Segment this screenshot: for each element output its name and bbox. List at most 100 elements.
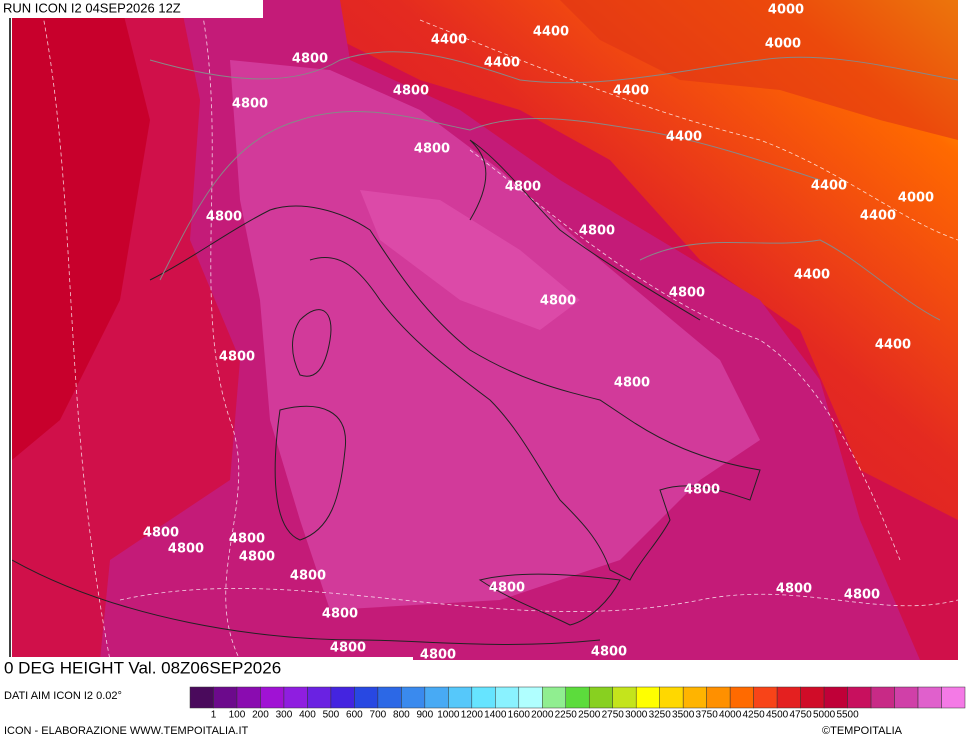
- contour-label: 4800: [684, 483, 720, 498]
- footer-left: ICON - ELABORAZIONE WWW.TEMPOITALIA.IT: [4, 725, 249, 737]
- isoline: [419, 19, 958, 241]
- contour-label: 4800: [505, 180, 541, 195]
- contour-label: 4400: [860, 209, 896, 224]
- contour-label: 4400: [794, 268, 830, 283]
- isoline: [199, 0, 241, 660]
- colorbar-swatch: [377, 686, 402, 709]
- field-orange: [560, 0, 958, 140]
- contour-label: 4400: [811, 179, 847, 194]
- colorbar-swatch: [542, 686, 567, 709]
- contour-label: 4400: [666, 130, 702, 145]
- isoline: [469, 149, 901, 561]
- contour-label: 4400: [533, 25, 569, 40]
- coastline: [12, 559, 601, 645]
- colorbar-label: 5000: [813, 710, 836, 721]
- colorbar-swatch: [495, 686, 520, 709]
- colorbar-label: 1: [211, 710, 217, 721]
- contour-label: 4800: [540, 294, 576, 309]
- colorbar-swatch: [682, 686, 707, 709]
- map-field: [12, 0, 958, 660]
- contour-label: 4800: [206, 210, 242, 225]
- colorbar-swatch: [612, 686, 637, 709]
- colorbar-swatch: [588, 686, 613, 709]
- colorbar-label: 3000: [625, 710, 648, 721]
- contour-label: 4800: [322, 607, 358, 622]
- contour-label: 4000: [765, 37, 801, 52]
- contour-label: 4800: [168, 542, 204, 557]
- header-box: [0, 0, 263, 18]
- colorbar-swatch: [401, 686, 426, 709]
- colorbar-label: 700: [370, 710, 387, 721]
- colorbar-label: 1000: [437, 710, 460, 721]
- source-note: DATI AIM ICON I2 0.02°: [4, 690, 122, 702]
- colorbar-label: 2250: [555, 710, 578, 721]
- footer-right: ©TEMPOITALIA: [822, 725, 903, 737]
- contour-label: 4800: [844, 588, 880, 603]
- border: [149, 51, 958, 84]
- colorbar-swatch: [518, 686, 543, 709]
- contour-label: 4800: [776, 582, 812, 597]
- colorbar-swatch: [776, 686, 801, 709]
- colorbar-swatch: [236, 686, 261, 709]
- colorbar-label: 2750: [602, 710, 625, 721]
- contour-label: 4800: [579, 224, 615, 239]
- colorbar-swatch: [330, 686, 355, 709]
- colorbar-label: 1400: [484, 710, 507, 721]
- colorbar-swatch: [189, 686, 214, 709]
- colorbar-label: 600: [346, 710, 363, 721]
- colorbar-label: 200: [252, 710, 269, 721]
- colorbar-swatch: [213, 686, 238, 709]
- contour-label: 4000: [898, 191, 934, 206]
- colorbar-label: 4500: [766, 710, 789, 721]
- contour-label: 4800: [143, 526, 179, 541]
- colorbar-label: 4250: [743, 710, 766, 721]
- colorbar-label: 4000: [719, 710, 742, 721]
- colorbar-swatch: [260, 686, 285, 709]
- colorbar-swatch: [823, 686, 848, 709]
- colorbar-label: 3250: [649, 710, 672, 721]
- isoline: [119, 588, 958, 612]
- contour-label: 4800: [393, 84, 429, 99]
- colorbar-label: 2000: [531, 710, 554, 721]
- contour-label: 4800: [330, 641, 366, 656]
- contour-label: 4800: [290, 569, 326, 584]
- colorbar-label: 1600: [508, 710, 531, 721]
- contour-label: 4400: [431, 33, 467, 48]
- colorbar-swatch: [565, 686, 590, 709]
- colorbar-swatch: [917, 686, 942, 709]
- colorbar-swatch: [471, 686, 496, 709]
- colorbar-swatch: [941, 686, 966, 709]
- colorbar-label: 800: [393, 710, 410, 721]
- colorbar-swatch: [635, 686, 660, 709]
- colorbar-label: 2500: [578, 710, 601, 721]
- colorbar-label: 4750: [789, 710, 812, 721]
- contour-label: 4800: [229, 532, 265, 547]
- colorbar-swatch: [847, 686, 872, 709]
- colorbar-swatch: [729, 686, 754, 709]
- isoline: [39, 0, 111, 660]
- contour-label: 4800: [292, 52, 328, 67]
- colorbar-swatch: [894, 686, 919, 709]
- contour-label: 4400: [613, 84, 649, 99]
- colorbar-label: 5500: [836, 710, 859, 721]
- run-info: RUN ICON I2 04SEP2026 12Z: [3, 0, 181, 15]
- colorbar-swatch: [307, 686, 332, 709]
- contour-label: 4800: [420, 648, 456, 663]
- island-corsica: [292, 309, 332, 377]
- colorbar-swatch: [706, 686, 731, 709]
- coastline: [469, 139, 701, 321]
- title-box: [0, 657, 413, 684]
- contour-label: 4800: [489, 581, 525, 596]
- contour-label: 4800: [232, 97, 268, 112]
- colorbar-swatch: [659, 686, 684, 709]
- contour-label: 4400: [875, 338, 911, 353]
- coastline: [149, 205, 761, 581]
- field-northeast: [330, 0, 958, 520]
- colorbar-label: 3750: [696, 710, 719, 721]
- colorbar-label: 500: [323, 710, 340, 721]
- colorbar-swatch: [753, 686, 778, 709]
- field-light: [230, 60, 760, 610]
- contour-label: 4800: [219, 350, 255, 365]
